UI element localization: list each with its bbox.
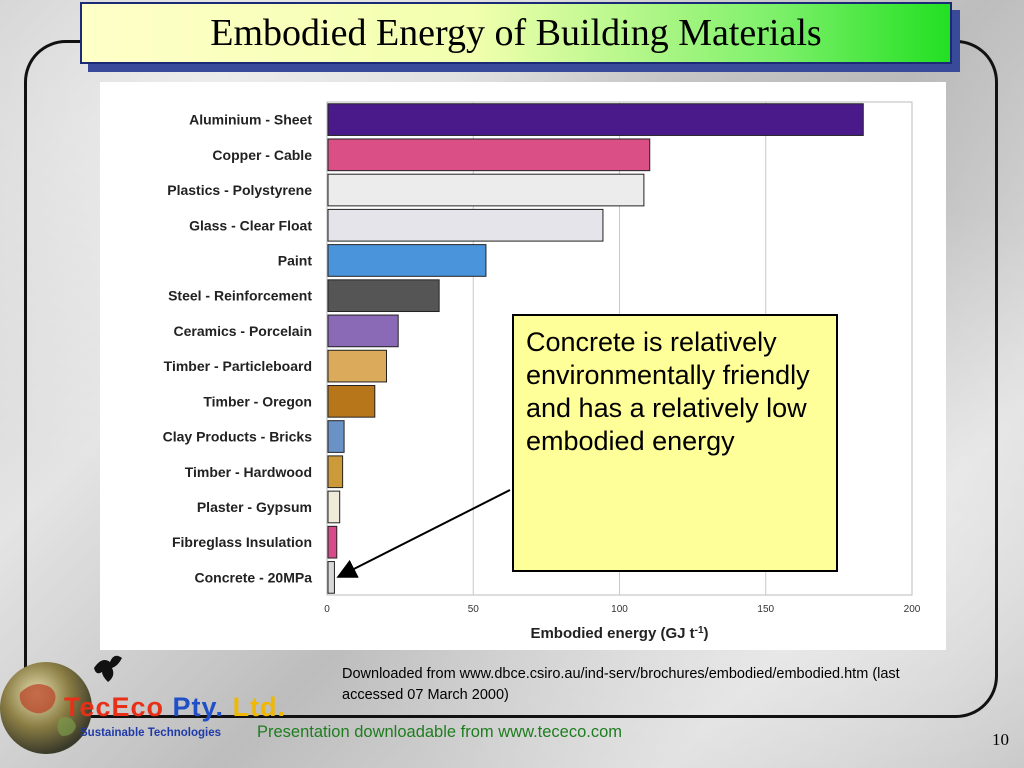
bar	[327, 384, 376, 418]
category-label: Aluminium - Sheet	[189, 112, 312, 128]
category-label: Timber - Particleboard	[164, 358, 312, 374]
category-label: Plastics - Polystyrene	[167, 182, 312, 198]
footer-link[interactable]: Presentation downloadable from www.tecec…	[257, 723, 623, 741]
bird-icon	[94, 655, 122, 682]
category-label: Timber - Hardwood	[185, 464, 312, 480]
category-label: Fibreglass Insulation	[172, 534, 312, 550]
source-note: Downloaded from www.dbce.csiro.au/ind-se…	[342, 666, 900, 704]
bar	[327, 279, 440, 313]
company-tagline: Sustainable Technologies	[80, 727, 222, 739]
category-label: Clay Products - Bricks	[163, 429, 313, 445]
page-number: 10	[992, 730, 1009, 749]
bar	[327, 525, 338, 559]
title-banner: Embodied Energy of Building Materials	[80, 2, 952, 64]
x-tick-label: 100	[611, 604, 628, 615]
category-label: Plaster - Gypsum	[197, 499, 312, 515]
company-name-part1: TecEco	[64, 692, 165, 722]
bar	[327, 455, 344, 489]
category-label: Glass - Clear Float	[189, 217, 312, 233]
company-name: TecEco Pty. Ltd.	[64, 692, 286, 723]
company-name-part2: Pty.	[164, 692, 233, 722]
bar	[327, 561, 335, 594]
bar	[327, 420, 345, 453]
x-tick-label: 150	[757, 604, 774, 615]
bar	[327, 349, 387, 383]
category-label: Concrete - 20MPa	[195, 569, 313, 585]
x-axis-label: Embodied energy (GJ t-1)	[530, 625, 708, 643]
category-label: Ceramics - Porcelain	[173, 323, 312, 339]
x-tick-label: 50	[468, 604, 480, 615]
bar	[327, 244, 487, 277]
company-name-part3: Ltd.	[232, 692, 287, 722]
category-label: Paint	[278, 252, 313, 268]
x-tick-label: 200	[904, 604, 921, 615]
tececo-logo	[0, 655, 122, 754]
category-label: Copper - Cable	[212, 147, 312, 163]
x-tick-label: 0	[324, 604, 330, 615]
slide-title: Embodied Energy of Building Materials	[210, 12, 822, 54]
category-label: Steel - Reinforcement	[168, 288, 312, 304]
bar	[327, 208, 604, 242]
bar	[327, 490, 341, 524]
bar	[327, 314, 399, 348]
category-label: Timber - Oregon	[203, 393, 312, 409]
bar	[327, 103, 864, 136]
bar	[327, 173, 645, 207]
callout-box: Concrete is relatively environmentally f…	[512, 314, 838, 572]
bar	[327, 138, 651, 172]
